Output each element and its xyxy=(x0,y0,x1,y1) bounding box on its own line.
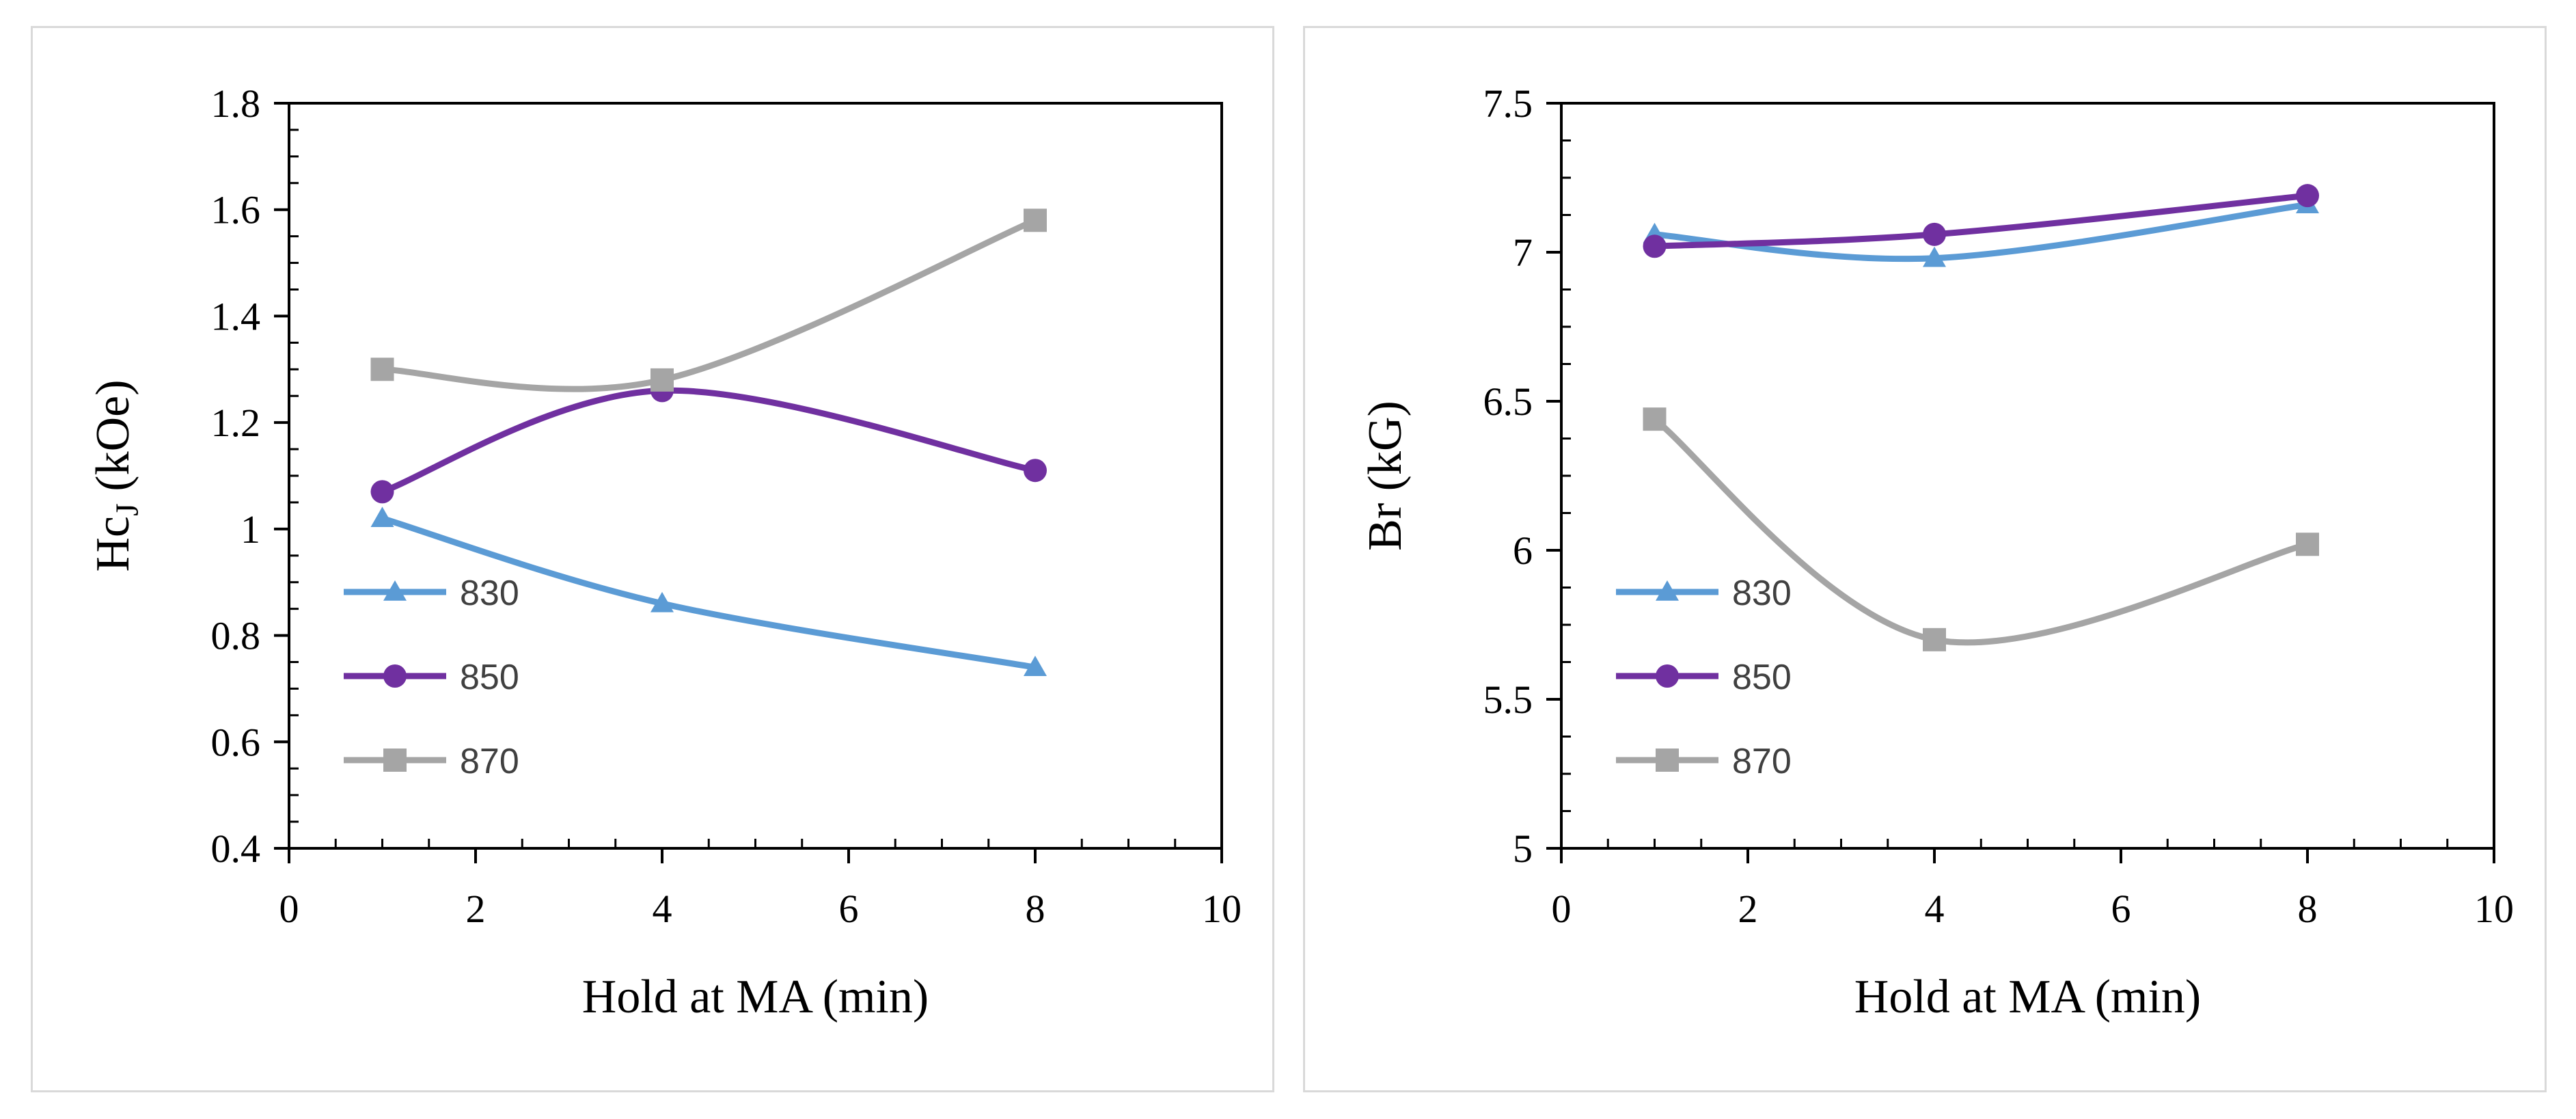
legend-entry-850: 850 xyxy=(1616,658,1792,697)
chart-hcj: 0 2 4 6 8 10 0.4 0.6 0.8 1 1.2 1.4 1.6 1.8 Hold at MA … xyxy=(87,81,1242,1023)
data-point-870 xyxy=(650,368,674,392)
y-tick-label: 0.4 xyxy=(211,826,261,871)
x-tick-label: 2 xyxy=(466,887,486,931)
x-tick-label: 4 xyxy=(653,887,672,931)
y-tick-label: 7.5 xyxy=(1483,81,1533,126)
legend-entry-850: 850 xyxy=(344,658,519,697)
x-tick-label: 6 xyxy=(2111,887,2131,931)
y-tick-label: 1.2 xyxy=(211,401,261,445)
data-point-830 xyxy=(650,591,674,612)
legend-entry-870: 870 xyxy=(344,742,519,781)
x-tick-label: 2 xyxy=(1738,887,1758,931)
data-point-850 xyxy=(1024,459,1047,483)
data-point-830 xyxy=(1923,246,1946,267)
plot-area-frame xyxy=(1560,102,2495,850)
data-point-850 xyxy=(2296,184,2319,208)
y-tick-label: 0.6 xyxy=(211,720,261,764)
x-tick-label: 8 xyxy=(1026,887,1045,931)
chart-panel-hcj: 0 2 4 6 8 10 0.4 0.6 0.8 1 1.2 1.4 1.6 1.8 Hold at MA … xyxy=(31,26,1274,1092)
x-tick-label: 4 xyxy=(1925,887,1945,931)
series-870 xyxy=(370,208,1047,392)
y-tick-label: 1.8 xyxy=(211,81,261,126)
x-tick-label: 6 xyxy=(839,887,859,931)
x-axis-title: Hold at MA (min) xyxy=(582,971,929,1023)
y-axis-title: HcJ (kOe) xyxy=(87,379,146,571)
data-point-850 xyxy=(1643,234,1667,258)
series-850 xyxy=(1643,184,2319,258)
legend-label: 850 xyxy=(460,658,519,697)
series-850 xyxy=(370,379,1047,504)
data-point-870 xyxy=(1024,208,1047,232)
series-line-870 xyxy=(379,217,1039,392)
y-tick-label: 6.5 xyxy=(1483,379,1533,424)
series-line-850 xyxy=(379,387,1039,495)
data-point-870 xyxy=(1643,407,1667,431)
y-tick-label: 0.8 xyxy=(211,614,261,658)
x-tick-label: 0 xyxy=(1552,887,1572,931)
legend-marker-850 xyxy=(383,664,407,688)
data-point-870 xyxy=(370,358,394,381)
y-tick-label: 1.4 xyxy=(211,294,261,338)
legend-marker-870 xyxy=(383,749,407,772)
x-tick-label: 8 xyxy=(2298,887,2318,931)
data-point-850 xyxy=(1923,222,1946,246)
data-point-870 xyxy=(1923,628,1946,651)
legend-label: 830 xyxy=(460,574,519,613)
x-tick-label: 10 xyxy=(1202,887,1242,931)
data-point-830 xyxy=(370,507,394,528)
x-axis-title: Hold at MA (min) xyxy=(1854,971,2201,1023)
legend-marker-870 xyxy=(1656,749,1679,772)
chart-panel-br: 0 2 4 6 8 10 5 5.5 6 6.5 7 7.5 Hold at MA (min) Br (k… xyxy=(1303,26,2547,1092)
legend-entry-830: 830 xyxy=(344,574,519,613)
x-tick-label: 10 xyxy=(2474,887,2514,931)
y-tick-label: 6 xyxy=(1513,528,1533,573)
data-point-850 xyxy=(370,480,394,504)
legend-entry-830: 830 xyxy=(1616,574,1792,613)
series-870 xyxy=(1643,407,2319,651)
x-tick-label: 0 xyxy=(279,887,299,931)
legend-entry-870: 870 xyxy=(1616,742,1792,781)
y-tick-label: 5.5 xyxy=(1483,677,1533,722)
y-tick-label: 5 xyxy=(1513,826,1533,871)
data-point-830 xyxy=(1024,656,1047,677)
legend-marker-850 xyxy=(1656,664,1679,688)
y-tick-label: 1 xyxy=(241,507,260,552)
legend-label: 870 xyxy=(460,742,519,781)
legend-label: 830 xyxy=(1732,574,1792,613)
data-point-870 xyxy=(2296,532,2319,556)
legend-marker-830 xyxy=(1656,580,1679,601)
plot-area-frame xyxy=(288,102,1223,850)
series-830 xyxy=(370,507,1047,677)
legend-marker-830 xyxy=(383,580,407,601)
legend-label: 850 xyxy=(1732,658,1792,697)
legend-label: 870 xyxy=(1732,742,1792,781)
y-tick-label: 7 xyxy=(1513,230,1533,275)
y-tick-label: 1.6 xyxy=(211,188,261,232)
chart-br: 0 2 4 6 8 10 5 5.5 6 6.5 7 7.5 Hold at MA (min) Br (k… xyxy=(1359,81,2514,1023)
y-axis-title: Br (kG) xyxy=(1359,401,1412,551)
